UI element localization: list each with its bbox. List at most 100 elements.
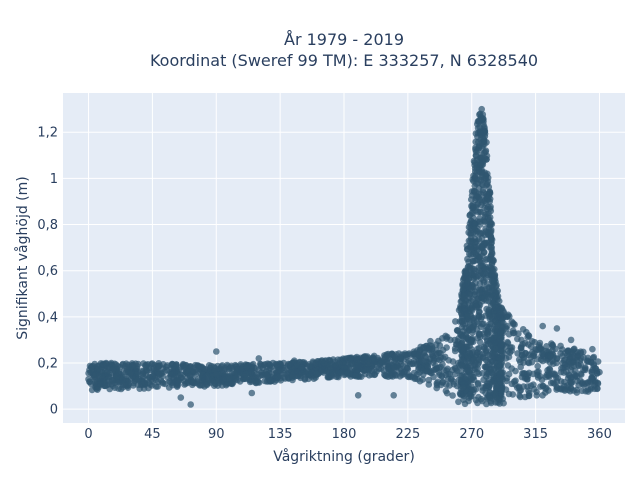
scatter-point	[517, 393, 524, 401]
scatter-point	[474, 133, 481, 141]
scatter-point	[460, 381, 468, 389]
scatter-point	[582, 364, 589, 371]
scatter-point	[439, 335, 446, 342]
scatter-point	[228, 380, 235, 388]
scatter-point	[488, 277, 496, 285]
scatter-point	[533, 356, 541, 363]
scatter-point	[461, 302, 468, 309]
scatter-point	[371, 371, 378, 379]
scatter-point	[447, 336, 454, 344]
scatter-point	[475, 370, 483, 378]
scatter-point	[198, 373, 206, 381]
scatter-point	[134, 375, 142, 383]
scatter-point	[498, 321, 506, 329]
scatter-point	[213, 371, 220, 378]
scatter-point	[170, 375, 177, 383]
y-axis-ticks: 0 0,2 0,4 0,6 0,8 1 1,2	[37, 126, 58, 418]
scatter-point	[455, 306, 463, 314]
scatter-point	[464, 367, 471, 374]
scatter-point	[156, 371, 163, 378]
scatter-point	[254, 377, 261, 385]
scatter-point	[424, 363, 432, 371]
scatter-point	[558, 386, 566, 393]
scatter-point	[94, 386, 101, 394]
scatter-point	[574, 362, 582, 369]
scatter-point	[481, 231, 489, 239]
x-tick-label: 315	[523, 427, 548, 442]
scatter-point	[491, 326, 499, 333]
scatter-point	[462, 375, 469, 383]
scatter-point	[146, 366, 153, 374]
scatter-point	[328, 373, 336, 380]
scatter-point	[227, 364, 234, 371]
scatter-point	[525, 387, 532, 395]
scatter-point	[557, 342, 564, 350]
scatter-point	[488, 250, 496, 258]
scatter-point	[165, 374, 172, 382]
scatter-point	[470, 323, 477, 331]
scatter-point	[99, 378, 106, 385]
scatter-point	[476, 356, 483, 364]
scatter-point	[479, 186, 487, 194]
scatter-point	[139, 371, 146, 379]
scatter-point	[497, 341, 505, 349]
x-tick-label: 45	[144, 427, 161, 442]
scatter-point	[149, 378, 156, 385]
scatter-point	[471, 225, 479, 232]
scatter-point	[85, 375, 92, 383]
scatter-point	[266, 366, 273, 373]
scatter-point	[455, 398, 462, 406]
scatter-point	[460, 357, 467, 364]
scatter-point	[482, 263, 489, 271]
scatter-point	[475, 138, 482, 146]
scatter-point	[476, 257, 484, 265]
scatter-point	[580, 348, 587, 356]
scatter-point	[440, 366, 448, 374]
scatter-point	[552, 345, 559, 353]
scatter-point	[464, 278, 471, 286]
scatter-point	[354, 392, 362, 399]
scatter-point	[480, 343, 488, 351]
scatter-point	[313, 370, 321, 378]
scatter-point	[425, 381, 433, 388]
scatter-point	[532, 345, 539, 353]
scatter-point	[518, 351, 526, 359]
scatter-point	[479, 397, 486, 405]
scatter-point	[340, 364, 348, 371]
scatter-point	[466, 350, 474, 357]
scatter-point	[482, 382, 490, 390]
scatter-point	[433, 365, 440, 373]
scatter-point	[560, 357, 568, 365]
scatter-point	[255, 366, 263, 374]
scatter-point	[162, 380, 169, 388]
scatter-point	[440, 355, 447, 362]
scatter-point	[534, 374, 542, 381]
scatter-point	[497, 328, 504, 336]
scatter-point	[466, 291, 473, 299]
scatter-point	[88, 386, 96, 394]
scatter-point	[354, 362, 362, 369]
scatter-point	[468, 383, 475, 390]
scatter-point	[492, 345, 500, 352]
scatter-point	[430, 373, 437, 381]
scatter-point	[220, 375, 227, 383]
y-tick-label: 1	[50, 172, 58, 187]
scatter-point	[527, 354, 535, 361]
scatter-point	[187, 401, 194, 408]
x-tick-label: 135	[268, 427, 293, 442]
scatter-point	[494, 313, 501, 321]
scatter-point	[483, 370, 491, 378]
scatter-point	[553, 378, 561, 385]
scatter-point	[184, 378, 192, 385]
scatter-point	[203, 381, 211, 389]
scatter-point	[508, 347, 515, 355]
scatter-point	[481, 128, 488, 136]
scatter-point	[467, 244, 474, 251]
scatter-point	[305, 361, 313, 368]
scatter-point	[433, 381, 441, 389]
scatter-point	[211, 377, 219, 385]
y-tick-label: 0,2	[37, 357, 58, 372]
scatter-point	[488, 244, 495, 251]
y-tick-label: 0,6	[37, 264, 58, 279]
scatter-point	[129, 363, 136, 370]
